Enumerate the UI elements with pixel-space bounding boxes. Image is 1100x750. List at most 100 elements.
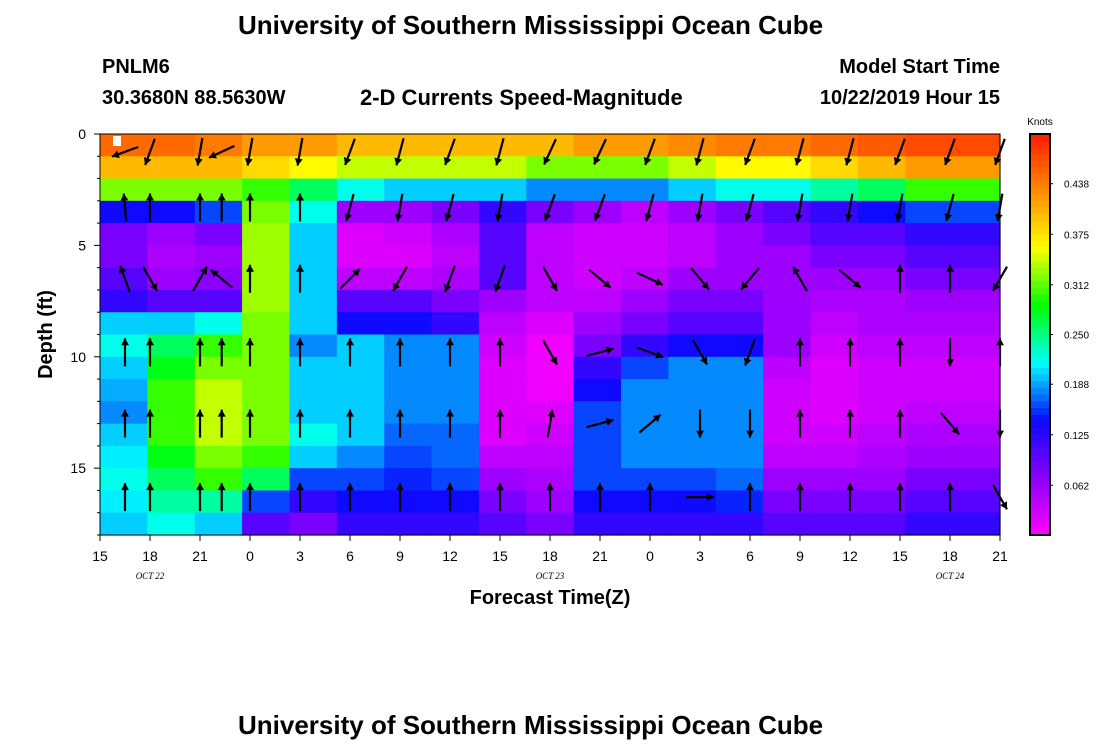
current-vector — [496, 338, 504, 367]
current-vector — [196, 483, 204, 512]
heatmap-cell — [952, 379, 1001, 402]
heatmap-cell — [573, 178, 622, 202]
vector-head — [296, 193, 304, 201]
current-vector — [638, 413, 662, 434]
vector-head — [543, 212, 552, 221]
vector-head — [844, 157, 853, 166]
current-vector — [296, 338, 304, 367]
heatmap-cell — [431, 200, 480, 224]
vector-head — [596, 483, 604, 491]
heatmap-cell — [336, 156, 385, 180]
heatmap-cell — [336, 245, 385, 269]
heatmap-cell — [478, 401, 527, 425]
heatmap-cell — [668, 445, 717, 469]
heatmap-cell — [621, 356, 670, 380]
colorbar-swatch — [1030, 160, 1050, 169]
heatmap-cell — [668, 512, 717, 536]
heatmap-cell — [478, 423, 527, 447]
heatmap-cell — [715, 267, 764, 291]
heatmap-cell — [763, 512, 812, 536]
vector-head — [547, 409, 556, 418]
colorbar-tick-label: 0.375 — [1064, 230, 1089, 241]
heatmap-cell — [478, 156, 527, 180]
station-coordinates: 30.3680N 88.5630W — [102, 87, 286, 109]
current-vectors — [111, 137, 1008, 512]
current-vector — [893, 138, 906, 166]
current-vector — [196, 409, 204, 438]
heatmap-cell — [194, 401, 243, 425]
current-vector — [493, 265, 506, 293]
vector-head — [652, 414, 661, 423]
y-tick-label: 0 — [78, 126, 86, 142]
heatmap-cell — [242, 468, 291, 492]
heatmap-cell — [573, 134, 622, 157]
heatmap-cell — [336, 423, 385, 447]
colorbar-swatch — [1030, 240, 1050, 249]
heatmap-cell — [763, 245, 812, 269]
heatmap-cell — [384, 423, 433, 447]
colorbar-swatch — [1030, 321, 1050, 329]
current-vector — [208, 144, 235, 159]
current-vector — [944, 193, 955, 222]
heatmap-cell — [526, 468, 575, 492]
heatmap-cell — [289, 178, 338, 202]
vector-head — [943, 157, 952, 165]
colorbar-swatch — [1030, 428, 1050, 436]
heatmap-cell — [431, 289, 480, 313]
heatmap-cell — [526, 200, 575, 224]
heatmap-cell — [242, 445, 291, 469]
current-vector — [396, 483, 404, 512]
vector-head — [543, 156, 551, 165]
current-vector — [746, 409, 754, 438]
current-vector — [894, 193, 904, 222]
colorbar-swatch — [1030, 281, 1050, 289]
heatmap-cell — [952, 423, 1001, 447]
heatmap-cell — [194, 134, 243, 157]
current-vector — [542, 339, 558, 365]
colorbar-swatch — [1030, 461, 1050, 469]
heatmap-cell — [336, 512, 385, 536]
heatmap-cell — [336, 490, 385, 514]
vector-head — [494, 213, 503, 222]
colorbar-swatch — [1030, 260, 1050, 269]
heatmap-cell — [478, 356, 527, 380]
current-vector — [896, 483, 904, 512]
heatmap-cell — [147, 267, 196, 291]
heatmap-cell — [289, 312, 338, 336]
current-vector — [394, 138, 405, 166]
vector-head — [605, 417, 614, 426]
x-tick-label: 21 — [992, 548, 1008, 564]
heatmap-cell — [857, 289, 906, 313]
current-vector — [686, 493, 714, 502]
heatmap-cell — [857, 200, 906, 224]
heatmap-cell — [952, 156, 1001, 180]
vector-head — [844, 213, 853, 222]
heatmap-cell — [573, 356, 622, 380]
heatmap-cell — [289, 468, 338, 492]
vector-head — [443, 157, 452, 165]
heatmap-cell — [857, 423, 906, 447]
colorbar-swatch — [1030, 441, 1050, 449]
heatmap-cell — [857, 379, 906, 402]
heatmap-cell — [478, 178, 527, 202]
heatmap-cell — [715, 423, 764, 447]
colorbar-swatch — [1030, 301, 1050, 309]
heatmap-cell — [857, 512, 906, 536]
vector-head — [994, 213, 1003, 222]
heatmap-cell — [194, 468, 243, 492]
current-vector — [796, 338, 804, 367]
heatmap-cell — [242, 223, 291, 246]
vector-head — [346, 338, 354, 346]
heatmap-cell — [384, 356, 433, 380]
colorbar-swatch — [1030, 488, 1050, 496]
vector-head — [846, 483, 854, 491]
heatmap-cell — [100, 379, 148, 402]
heatmap-cell — [668, 134, 717, 157]
current-vector — [593, 138, 607, 165]
current-vector — [743, 138, 756, 166]
vector-head — [951, 426, 959, 435]
heatmap-cell — [431, 490, 480, 514]
heatmap-cell — [905, 267, 954, 291]
heatmap-cell — [242, 289, 291, 313]
colorbar-swatch — [1030, 408, 1050, 416]
